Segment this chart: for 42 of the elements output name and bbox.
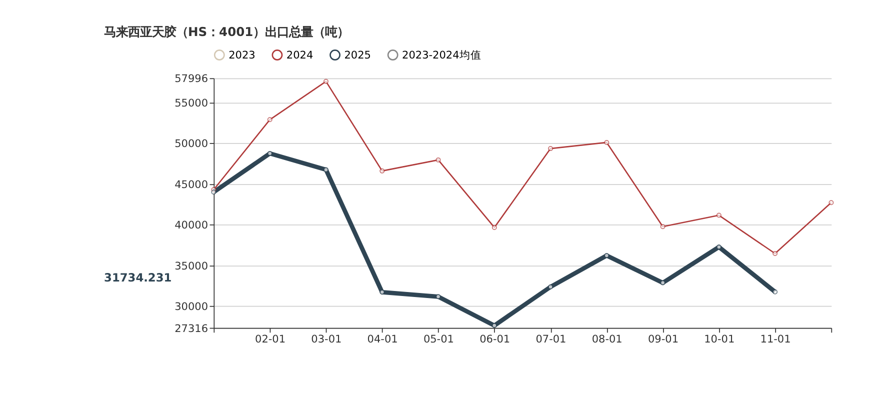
- y-tick-label: 30000: [174, 300, 208, 313]
- point: [828, 200, 834, 206]
- legend-label: 2023-2024均值: [402, 50, 482, 62]
- chart-title: 马来西亚天胶（HS：4001）出口总量（吨）: [104, 25, 350, 40]
- x-tick-label: 06-01: [480, 333, 510, 346]
- point: [548, 284, 554, 290]
- point: [436, 157, 441, 162]
- x-tick-label: 08-01: [592, 333, 622, 346]
- x-tick-label: 10-01: [704, 333, 735, 346]
- legend-label: 2025: [344, 50, 371, 62]
- point: [492, 224, 497, 230]
- point: [716, 212, 722, 218]
- point: [548, 146, 554, 152]
- y-tick-label: 27316: [174, 322, 208, 335]
- point: [716, 244, 722, 250]
- point: [323, 78, 328, 84]
- point: [772, 289, 778, 294]
- x-tick-label: 02-01: [255, 333, 286, 346]
- y-tick-label: 50000: [174, 138, 208, 150]
- x-tick-label: 11-01: [760, 333, 791, 346]
- point: [660, 280, 666, 286]
- point: [380, 168, 385, 174]
- point: [211, 190, 216, 195]
- y-tick-label: 40000: [174, 220, 208, 232]
- point: [772, 251, 778, 256]
- x-tick-label: 03-01: [311, 333, 342, 346]
- y-tick-label: 35000: [174, 260, 208, 272]
- y-tick-label: 57996: [174, 73, 208, 86]
- y-tick-label: 55000: [174, 98, 208, 110]
- point: [604, 140, 610, 145]
- x-tick-label: 07-01: [536, 333, 566, 346]
- y-tick-label: 45000: [174, 178, 208, 191]
- x-tick-label: 04-01: [367, 333, 398, 346]
- point: [267, 150, 272, 156]
- point: [492, 323, 497, 328]
- legend-label: 2024: [286, 50, 314, 62]
- x-tick-label: 09-01: [648, 333, 678, 346]
- x-tick-label: 05-01: [423, 333, 454, 346]
- point: [660, 224, 666, 230]
- legend-label: 2023: [228, 50, 256, 62]
- point: [267, 117, 272, 122]
- text: 31734.231: [104, 270, 172, 284]
